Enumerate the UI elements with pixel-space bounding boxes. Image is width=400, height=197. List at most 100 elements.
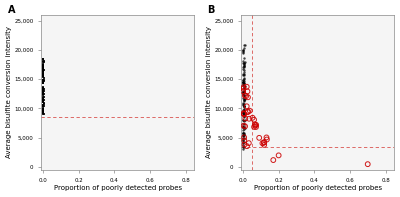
Point bbox=[240, 96, 246, 99]
Point bbox=[364, 163, 371, 166]
Text: B: B bbox=[208, 5, 215, 15]
Point bbox=[40, 78, 47, 81]
Point bbox=[241, 64, 247, 67]
Point bbox=[240, 98, 247, 101]
Point bbox=[40, 108, 46, 111]
Point bbox=[40, 104, 47, 107]
Point bbox=[40, 59, 46, 63]
Point bbox=[241, 107, 248, 110]
Point bbox=[242, 127, 248, 130]
Point bbox=[240, 68, 247, 71]
Point bbox=[241, 43, 247, 46]
Point bbox=[40, 72, 46, 75]
Point bbox=[240, 78, 247, 81]
Point bbox=[256, 136, 262, 139]
Point bbox=[40, 80, 46, 83]
Point bbox=[40, 88, 47, 91]
Point bbox=[240, 141, 246, 144]
Point bbox=[40, 92, 46, 96]
Point bbox=[40, 90, 46, 93]
Point bbox=[40, 72, 46, 75]
X-axis label: Proportion of poorly detected probes: Proportion of poorly detected probes bbox=[254, 185, 382, 191]
Point bbox=[259, 142, 266, 145]
Point bbox=[40, 78, 46, 82]
Point bbox=[240, 98, 247, 101]
Point bbox=[40, 92, 46, 95]
Point bbox=[244, 145, 250, 148]
Point bbox=[241, 120, 247, 123]
Point bbox=[40, 87, 46, 91]
Point bbox=[241, 71, 247, 74]
Point bbox=[40, 87, 46, 90]
Point bbox=[253, 123, 259, 126]
Point bbox=[241, 61, 247, 64]
Point bbox=[242, 97, 248, 100]
Point bbox=[40, 112, 46, 115]
Point bbox=[40, 69, 47, 72]
Point bbox=[240, 93, 247, 96]
Point bbox=[40, 81, 46, 84]
Point bbox=[40, 64, 46, 67]
Point bbox=[40, 90, 46, 93]
Point bbox=[240, 124, 247, 127]
Point bbox=[261, 141, 267, 144]
Point bbox=[40, 104, 46, 107]
Point bbox=[40, 97, 46, 100]
Point bbox=[40, 110, 46, 113]
Point bbox=[40, 76, 47, 79]
Point bbox=[244, 105, 250, 108]
Point bbox=[241, 116, 248, 119]
Point bbox=[240, 136, 247, 139]
Point bbox=[241, 110, 248, 113]
Point bbox=[240, 128, 246, 132]
Point bbox=[40, 108, 46, 111]
Point bbox=[40, 92, 46, 95]
Point bbox=[240, 133, 246, 137]
Point bbox=[40, 64, 46, 68]
Point bbox=[40, 112, 47, 115]
Point bbox=[40, 104, 46, 107]
Point bbox=[40, 89, 46, 92]
Point bbox=[240, 111, 246, 114]
Point bbox=[240, 131, 246, 135]
Point bbox=[276, 154, 282, 157]
Point bbox=[240, 81, 246, 84]
Point bbox=[240, 84, 246, 87]
Y-axis label: Average bisulfite conversion intensity: Average bisulfite conversion intensity bbox=[206, 26, 212, 158]
Point bbox=[40, 108, 46, 111]
Point bbox=[240, 82, 247, 85]
Point bbox=[240, 112, 247, 115]
Point bbox=[40, 87, 46, 90]
Point bbox=[244, 111, 251, 114]
Point bbox=[240, 123, 246, 126]
Point bbox=[40, 86, 46, 89]
Point bbox=[270, 158, 276, 162]
Point bbox=[251, 125, 257, 128]
Point bbox=[40, 57, 46, 60]
Point bbox=[40, 109, 46, 112]
Text: A: A bbox=[8, 5, 15, 15]
Point bbox=[241, 123, 247, 126]
Point bbox=[240, 90, 246, 93]
Point bbox=[240, 109, 247, 112]
Point bbox=[40, 69, 47, 72]
Point bbox=[240, 101, 246, 105]
Point bbox=[40, 64, 47, 67]
Point bbox=[240, 65, 246, 68]
Point bbox=[40, 112, 46, 115]
Point bbox=[240, 132, 246, 135]
Point bbox=[40, 81, 46, 84]
Point bbox=[240, 73, 246, 76]
Point bbox=[240, 125, 246, 128]
Point bbox=[249, 116, 256, 119]
Point bbox=[40, 113, 46, 116]
Point bbox=[241, 87, 247, 90]
Point bbox=[40, 90, 46, 93]
Point bbox=[241, 134, 248, 137]
Point bbox=[240, 138, 246, 141]
Point bbox=[40, 110, 47, 113]
Point bbox=[40, 59, 47, 63]
Point bbox=[240, 111, 246, 114]
Point bbox=[242, 119, 248, 122]
Point bbox=[40, 109, 46, 112]
